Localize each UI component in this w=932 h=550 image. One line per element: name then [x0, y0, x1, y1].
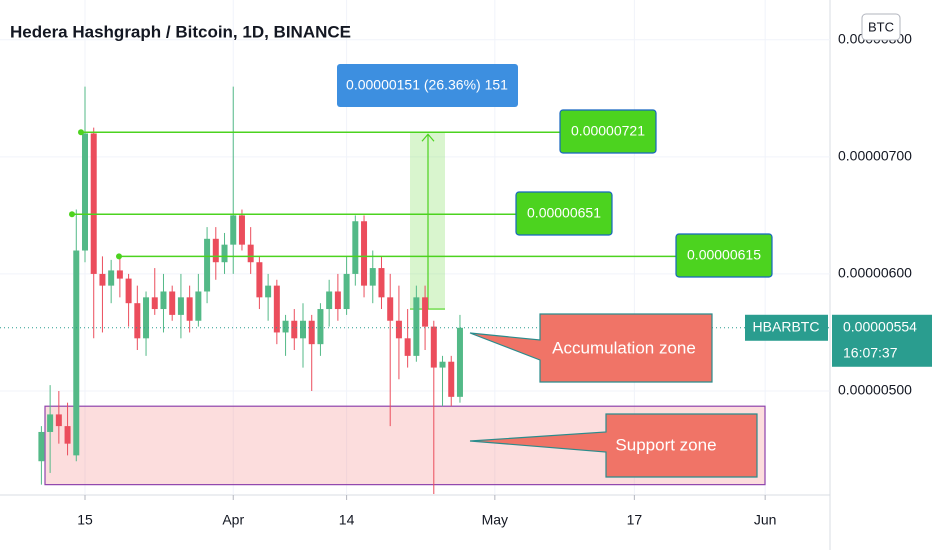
candle-body	[38, 431, 45, 462]
price-line-anchor	[116, 253, 122, 260]
candle-body	[282, 320, 289, 333]
candle-body	[73, 250, 80, 456]
price-line-box	[675, 233, 773, 278]
accumulation-label: Accumulation zone	[552, 338, 696, 357]
countdown: 16:07:37	[843, 344, 898, 360]
candle-body	[256, 262, 263, 298]
candle-body	[64, 426, 71, 444]
x-tick-label: Apr	[222, 512, 244, 528]
candle-body	[273, 285, 280, 333]
price-line-anchor	[69, 211, 75, 218]
candle-body	[204, 238, 211, 292]
candle-body	[143, 297, 150, 339]
candle-body	[430, 326, 437, 368]
candle-body	[230, 215, 237, 245]
candle-body	[361, 221, 368, 286]
candle-body	[186, 297, 193, 321]
candle-body	[317, 309, 324, 345]
price-line-label: 0.00000615	[687, 247, 761, 263]
candle-body	[413, 297, 420, 356]
candle-body	[334, 291, 341, 310]
candle-body	[90, 133, 97, 274]
measure-label-box	[337, 64, 518, 107]
candle-body	[404, 338, 411, 356]
x-tick-label: 14	[339, 512, 355, 528]
last-price-tag	[832, 314, 932, 367]
symbol-label: HBARBTC	[753, 318, 820, 334]
candle-body	[151, 297, 158, 310]
y-tick-label: 0.00000500	[838, 382, 912, 398]
candle-body	[169, 291, 176, 315]
candle-body	[308, 320, 315, 345]
candle-body	[265, 285, 272, 298]
candle-body	[195, 291, 202, 321]
price-line-label: 0.00000651	[527, 205, 601, 221]
accumulation-callout	[469, 313, 713, 383]
candle-body	[448, 361, 455, 397]
candle-body	[387, 297, 394, 321]
chart-title: Hedera Hashgraph / Bitcoin, 1D, BINANCE	[10, 22, 351, 41]
candle-body	[343, 273, 350, 310]
candle-body	[369, 268, 376, 286]
candle-body	[291, 320, 298, 339]
y-tick-label: 0.00000600	[838, 265, 912, 281]
overlay: 0.00000151 (26.36%) 151 0.00000721 0.00000…	[0, 64, 932, 478]
candle-body	[456, 327, 463, 397]
candle-body	[439, 361, 446, 368]
x-tick-label: May	[482, 512, 508, 528]
currency-label: BTC	[868, 19, 894, 34]
candle-body	[238, 215, 245, 245]
candle-body	[82, 133, 88, 251]
measure-arrowhead	[421, 133, 435, 142]
candle-body	[160, 291, 167, 310]
candle-body	[378, 268, 385, 298]
price-line-box	[515, 191, 613, 236]
price-line-box	[559, 109, 657, 154]
candle-body	[212, 238, 219, 263]
candle-body	[352, 221, 359, 274]
candle-body	[247, 244, 254, 263]
candle-body	[55, 414, 62, 427]
x-tick-label: Jun	[754, 512, 777, 528]
candle-body	[395, 320, 402, 339]
candle-body	[221, 244, 228, 263]
x-tick-label: 17	[627, 512, 643, 528]
currency-button	[861, 13, 901, 41]
support-callout	[469, 413, 758, 478]
candle-body	[177, 297, 184, 315]
symbol-tag	[745, 314, 828, 341]
candle-body	[125, 278, 132, 304]
candle-body	[300, 320, 306, 339]
support-label: Support zone	[615, 435, 716, 454]
x-tick-label: 15	[77, 512, 93, 528]
candle-body	[134, 303, 141, 339]
candle-body	[326, 291, 333, 310]
y-tick-label: 0.00000700	[838, 148, 912, 164]
price-line-label: 0.00000721	[571, 123, 645, 139]
candle-body	[47, 414, 54, 432]
measure-label: 0.00000151 (26.36%) 151	[346, 77, 508, 93]
price-line-anchor	[78, 129, 84, 136]
candle-body	[99, 273, 106, 286]
candle-body	[116, 270, 123, 279]
last-price-label: 0.00000554	[843, 318, 917, 334]
candle-body	[108, 270, 115, 286]
candle-body	[422, 297, 429, 327]
